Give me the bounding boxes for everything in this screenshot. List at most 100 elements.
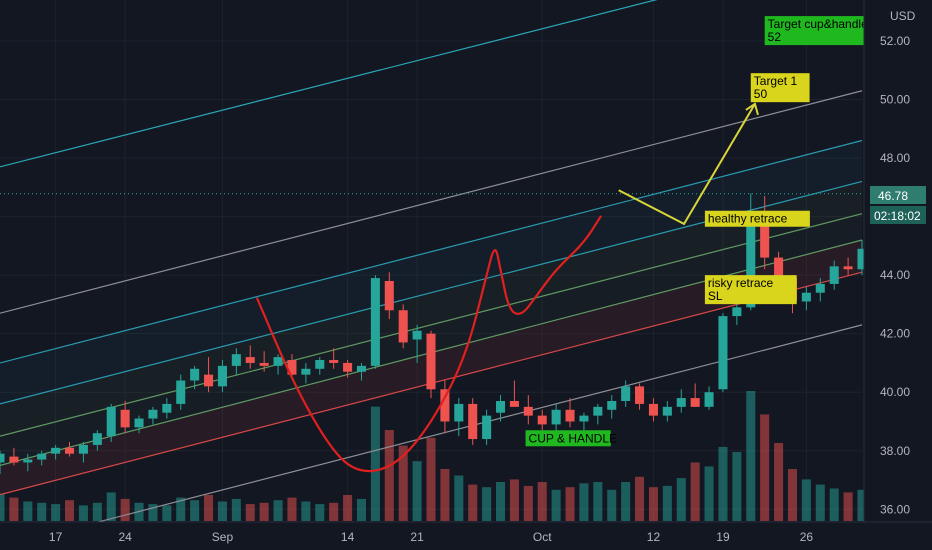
volume-bar [343, 495, 353, 521]
volume-bar [301, 501, 311, 521]
channel-band [0, 181, 862, 437]
candle-body [9, 456, 19, 463]
candle-body [190, 368, 200, 381]
candle-body [343, 362, 353, 372]
candle-body [120, 409, 130, 428]
candle-body [37, 453, 47, 460]
volume-bar [190, 500, 200, 521]
time-tick-label: Oct [533, 530, 552, 544]
time-axis[interactable] [0, 522, 932, 550]
time-tick-label: Sep [212, 530, 234, 544]
candle-body [412, 330, 422, 340]
volume-bar [370, 406, 380, 521]
volume-bar [106, 492, 116, 521]
volume-bar [231, 498, 241, 521]
volume-bar [815, 484, 825, 521]
volume-bar [718, 446, 728, 521]
candle-body [384, 280, 394, 311]
candle-body [245, 357, 255, 363]
volume-bar [0, 493, 5, 521]
annotation-text: Target cup&handle [768, 17, 868, 31]
price-axis-ticks: 36.0038.0040.0042.0044.0046.0048.0050.00… [880, 34, 910, 516]
candle-body [648, 403, 658, 416]
candle-body [454, 403, 464, 422]
candle-body [315, 360, 325, 369]
candle-body [565, 409, 575, 422]
volume-bar [287, 497, 297, 521]
volume-bar [662, 485, 672, 521]
annotation-box [704, 275, 797, 305]
candle-body [51, 447, 61, 454]
volume-bar [162, 505, 172, 521]
candle-body [718, 316, 728, 390]
volume-bar [760, 414, 770, 521]
candle-body [774, 257, 784, 279]
volume-bar [482, 487, 492, 521]
volume-bar [593, 482, 603, 521]
annotation-box [525, 430, 611, 447]
candle-body [370, 278, 380, 366]
candle-body [273, 357, 283, 366]
candle-body [301, 368, 311, 375]
candle-body [398, 310, 408, 343]
candle-body [746, 222, 756, 308]
volume-bar [551, 489, 561, 521]
price-tick-label: 40.00 [880, 385, 910, 399]
volume-bar [746, 391, 756, 521]
volume-bar [857, 489, 867, 521]
price-tick-label: 48.00 [880, 151, 910, 165]
volume-bar [635, 476, 645, 521]
price-tick-label: 38.00 [880, 444, 910, 458]
price-tick-label: 52.00 [880, 34, 910, 48]
volume-bar [176, 497, 186, 521]
volume-bar [51, 504, 61, 521]
volume-bar [690, 462, 700, 521]
channel-line [0, 0, 658, 168]
candle-body [78, 444, 88, 454]
volume-bar [579, 483, 589, 521]
volume-bar [440, 469, 450, 521]
volume-bar [384, 430, 394, 521]
time-tick-label: 14 [341, 530, 355, 544]
channel-line [0, 139, 863, 364]
currency-label[interactable]: USD [890, 9, 916, 23]
candle-body [356, 365, 367, 372]
volume-bar [537, 482, 547, 521]
volume-bar [774, 443, 784, 521]
annotation-text: Target 1 [754, 74, 798, 88]
candle-body [176, 380, 186, 404]
cup-and-handle-curve [256, 215, 602, 473]
annotation-box [764, 16, 883, 46]
volume-bar [676, 478, 686, 521]
annotation-text: CUP & HANDLE [529, 431, 617, 445]
volume-bar [217, 501, 227, 521]
candle-body [426, 333, 436, 390]
candle-body [440, 389, 450, 422]
volume-bar [426, 437, 436, 521]
candle-body [621, 386, 631, 401]
volume-bar [92, 502, 102, 521]
candle-body [843, 266, 853, 270]
volume-bar [204, 495, 214, 521]
volume-bar [732, 452, 742, 521]
candle-body [23, 459, 33, 463]
volume-bar [259, 502, 269, 521]
time-tick-label: 19 [716, 530, 730, 544]
price-axis[interactable] [864, 0, 932, 550]
volume-bar [621, 482, 631, 521]
candle-body [259, 362, 269, 366]
volume-bar [468, 484, 478, 521]
projection-path [618, 103, 756, 226]
candle-body [523, 406, 533, 416]
annotation-subtext: 50 [754, 87, 768, 101]
volume-bar [245, 504, 255, 521]
volume-bar [787, 469, 798, 521]
candle-body [148, 409, 158, 419]
volume-bar [9, 497, 19, 521]
volume-bar [412, 461, 422, 521]
volume-bar [843, 492, 853, 521]
annotation-text: healthy retrace [708, 212, 788, 226]
candle-body [287, 360, 297, 375]
